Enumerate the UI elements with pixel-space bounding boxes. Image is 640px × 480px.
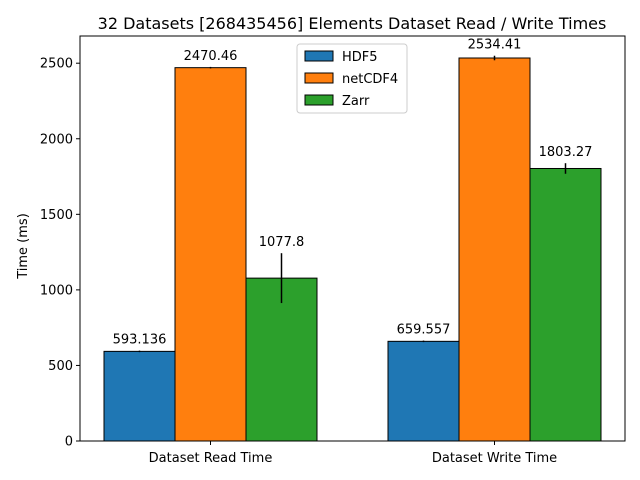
chart-title: 32 Datasets [268435456] Elements Dataset… [98,14,607,33]
legend-label-zarr: Zarr [342,94,370,109]
bar-netcdf4-0 [174,67,247,442]
axes-frame [79,35,626,442]
bar-zarr-0 [245,277,318,442]
legend-swatch-zarr [304,94,334,106]
y-tick-label: 2500 [40,57,73,72]
plot-area: 593.136 2470.46 1077.8 Dataset Read Time 659… [40,35,626,466]
legend: HDF5 netCDF4 Zarr [296,43,408,114]
bar-hdf5-0 [103,350,176,442]
y-tick-label: 1500 [40,208,73,223]
data-label-hdf5-0: 593.136 [113,333,167,348]
data-label-zarr-1: 1803.27 [539,145,593,160]
bar-zarr-1 [529,167,602,442]
y-tick-label: 2000 [40,132,73,147]
legend-label-hdf5: HDF5 [342,50,378,65]
data-label-netcdf4-1: 2534.41 [468,38,522,53]
x-tick-label: Dataset Write Time [432,451,557,466]
y-tick-label: 1000 [40,283,73,298]
bar-hdf5-1 [387,340,460,442]
y-tick-label: 500 [48,359,73,374]
legend-swatch-netcdf4 [304,72,334,84]
y-tick-label: 0 [65,435,73,450]
data-label-zarr-0: 1077.8 [259,235,305,250]
legend-label-netcdf4: netCDF4 [342,72,398,87]
bar-netcdf4-1 [458,57,531,442]
y-axis-label: Time (ms) [16,213,31,280]
x-tick-label: Dataset Read Time [149,451,273,466]
data-label-netcdf4-0: 2470.46 [184,49,238,64]
data-label-hdf5-1: 659.557 [397,323,451,338]
legend-swatch-hdf5 [304,50,334,62]
